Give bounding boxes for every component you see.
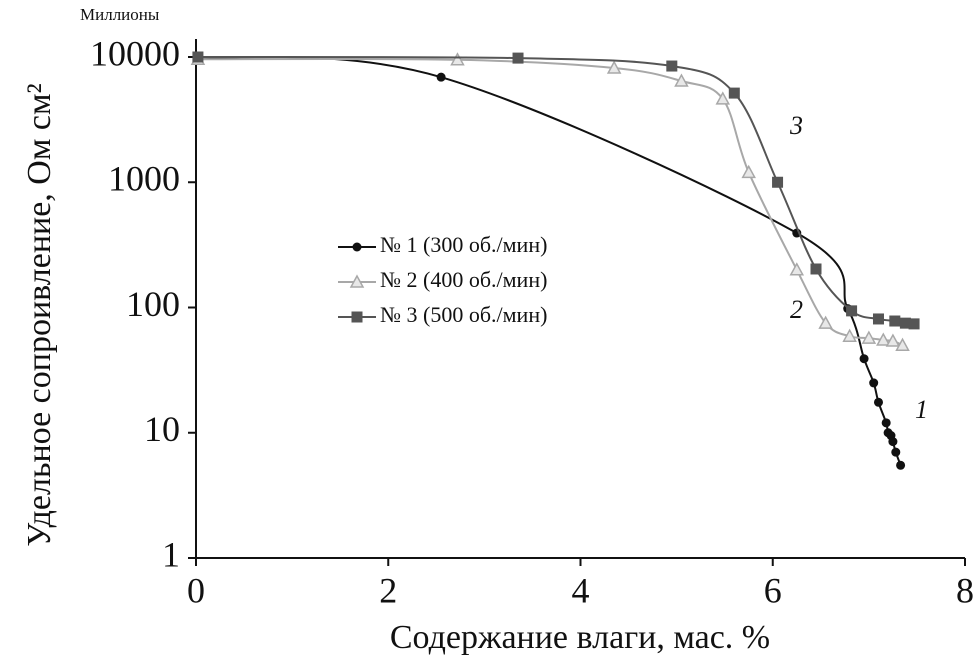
data-point (876, 332, 891, 346)
y-tick-label: 1 (162, 534, 180, 574)
y-tick-label: 10000 (90, 33, 180, 73)
x-tick-label: 4 (572, 570, 590, 610)
data-point (728, 87, 740, 99)
data-point (810, 263, 822, 275)
data-point (859, 354, 869, 364)
legend-marker (351, 311, 363, 323)
data-point (889, 315, 901, 327)
x-axis-title: Содержание влаги, мас. % (390, 619, 770, 656)
x-tick-label: 8 (956, 570, 974, 610)
data-point (606, 60, 622, 74)
curve-label: 3 (789, 111, 803, 140)
y-tick-label: 100 (126, 284, 180, 324)
data-point (436, 72, 446, 82)
data-point (885, 333, 901, 347)
data-point (674, 73, 689, 87)
data-point (772, 176, 784, 188)
data-point (512, 52, 524, 64)
x-tick-label: 2 (379, 570, 397, 610)
data-point (741, 164, 756, 179)
x-tick-label: 6 (764, 570, 782, 610)
data-point (891, 447, 901, 457)
data-point (873, 397, 883, 407)
legend-label: № 3 (500 об./мин) (380, 302, 547, 327)
data-point (888, 437, 898, 447)
data-point (842, 328, 857, 342)
data-point (789, 262, 805, 276)
y-axis-title: Удельное сопроивление, Ом см² (21, 83, 58, 546)
data-point (872, 313, 884, 325)
data-point (450, 52, 465, 66)
data-point (908, 318, 920, 330)
data-point (861, 330, 877, 344)
data-point (895, 337, 910, 351)
curve-label: 1 (915, 395, 928, 424)
legend-label: № 1 (300 об./мин) (380, 232, 547, 257)
data-point (896, 460, 906, 470)
curve-label: 2 (790, 295, 803, 324)
y-tick-label: 10 (144, 409, 180, 449)
legend-marker (349, 274, 365, 288)
y-tick-label: 1000 (108, 159, 180, 199)
legend-label: № 2 (400 об./мин) (380, 267, 547, 292)
annotation: Миллионы (80, 5, 160, 24)
x-tick-label: 0 (187, 570, 205, 610)
data-point (818, 315, 833, 329)
data-point (715, 91, 731, 105)
series-line (197, 56, 915, 325)
data-point (192, 51, 204, 63)
data-point (666, 60, 678, 72)
data-point (899, 317, 911, 329)
data-point (846, 305, 858, 317)
data-point (869, 378, 879, 388)
legend-marker (352, 242, 362, 252)
data-point (881, 418, 891, 428)
